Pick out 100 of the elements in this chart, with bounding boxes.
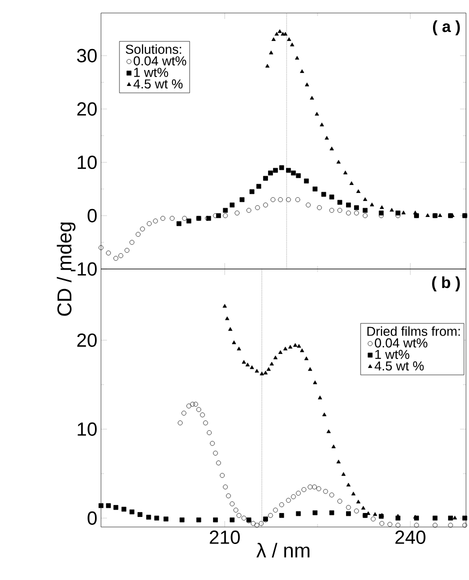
point bbox=[250, 521, 256, 526]
point bbox=[160, 216, 166, 221]
point bbox=[330, 146, 334, 150]
point bbox=[246, 362, 250, 366]
point bbox=[250, 365, 254, 370]
point bbox=[273, 168, 278, 173]
point bbox=[380, 205, 384, 209]
point bbox=[278, 350, 283, 354]
legend-title: Dried films from: bbox=[367, 326, 460, 336]
point bbox=[279, 165, 284, 170]
point bbox=[326, 429, 331, 434]
point bbox=[146, 514, 152, 520]
point bbox=[283, 32, 288, 36]
point bbox=[295, 56, 300, 60]
point bbox=[186, 404, 192, 408]
point bbox=[268, 170, 273, 176]
point bbox=[290, 42, 294, 46]
y-tick-label: 10 bbox=[78, 156, 97, 170]
point bbox=[379, 521, 384, 526]
point bbox=[210, 440, 215, 446]
point bbox=[336, 460, 341, 464]
point bbox=[190, 402, 195, 407]
point bbox=[124, 248, 130, 253]
legend-label: 1 wt% bbox=[375, 350, 410, 359]
point bbox=[222, 304, 227, 308]
point bbox=[312, 380, 318, 384]
point bbox=[320, 122, 324, 126]
point bbox=[196, 407, 202, 412]
point bbox=[306, 202, 311, 208]
point bbox=[206, 430, 212, 436]
point bbox=[296, 490, 301, 496]
point bbox=[304, 356, 308, 360]
point bbox=[278, 197, 283, 202]
point bbox=[354, 508, 359, 514]
point bbox=[230, 202, 235, 208]
point bbox=[263, 202, 268, 208]
point bbox=[290, 170, 296, 176]
point bbox=[213, 450, 218, 456]
point bbox=[222, 484, 228, 490]
point bbox=[296, 173, 301, 178]
point bbox=[332, 444, 336, 448]
point bbox=[346, 505, 351, 510]
point bbox=[462, 516, 468, 520]
y-tick-label: 20 bbox=[77, 102, 97, 116]
point bbox=[362, 208, 368, 213]
point bbox=[452, 516, 457, 520]
legend-label: 4.5 wt % bbox=[374, 361, 424, 371]
point bbox=[113, 256, 118, 261]
point bbox=[337, 208, 342, 213]
point bbox=[361, 506, 366, 510]
point bbox=[182, 216, 187, 221]
point bbox=[246, 208, 252, 213]
point bbox=[240, 197, 244, 202]
point bbox=[216, 213, 221, 218]
legend-label: 0.04 wt% bbox=[374, 338, 428, 348]
point bbox=[341, 472, 346, 476]
point bbox=[180, 517, 184, 522]
point bbox=[230, 501, 235, 506]
point bbox=[230, 517, 235, 522]
point bbox=[388, 522, 392, 527]
point bbox=[323, 489, 328, 494]
point bbox=[98, 503, 104, 508]
legend-label: 0.04 wt% bbox=[134, 56, 186, 66]
point bbox=[362, 213, 368, 218]
point bbox=[269, 50, 274, 54]
y-tick-label: 10 bbox=[78, 422, 97, 436]
point bbox=[314, 112, 320, 116]
point bbox=[228, 327, 232, 331]
point bbox=[296, 344, 302, 348]
point bbox=[258, 521, 264, 526]
point bbox=[260, 372, 264, 376]
point bbox=[136, 232, 141, 237]
point bbox=[236, 346, 242, 350]
point bbox=[329, 492, 334, 498]
point bbox=[396, 522, 400, 528]
point bbox=[286, 168, 291, 173]
point bbox=[113, 505, 118, 510]
point bbox=[318, 396, 322, 400]
point bbox=[310, 96, 314, 100]
point bbox=[312, 484, 317, 490]
point bbox=[186, 218, 192, 224]
point bbox=[213, 517, 218, 522]
point bbox=[255, 205, 260, 210]
point bbox=[316, 205, 322, 210]
point bbox=[254, 522, 260, 528]
y-tick-label: 0 bbox=[88, 511, 97, 525]
point bbox=[413, 210, 418, 214]
point bbox=[164, 516, 168, 522]
point bbox=[346, 210, 351, 216]
point bbox=[140, 226, 145, 232]
point bbox=[279, 513, 284, 518]
point bbox=[106, 250, 111, 256]
point bbox=[250, 189, 254, 194]
point bbox=[302, 487, 306, 492]
legend-title: Solutions: bbox=[126, 44, 182, 54]
point bbox=[178, 420, 183, 426]
point bbox=[356, 500, 360, 504]
point bbox=[448, 516, 453, 520]
point bbox=[270, 197, 276, 202]
x-axis-title: λ / nm bbox=[256, 542, 310, 558]
